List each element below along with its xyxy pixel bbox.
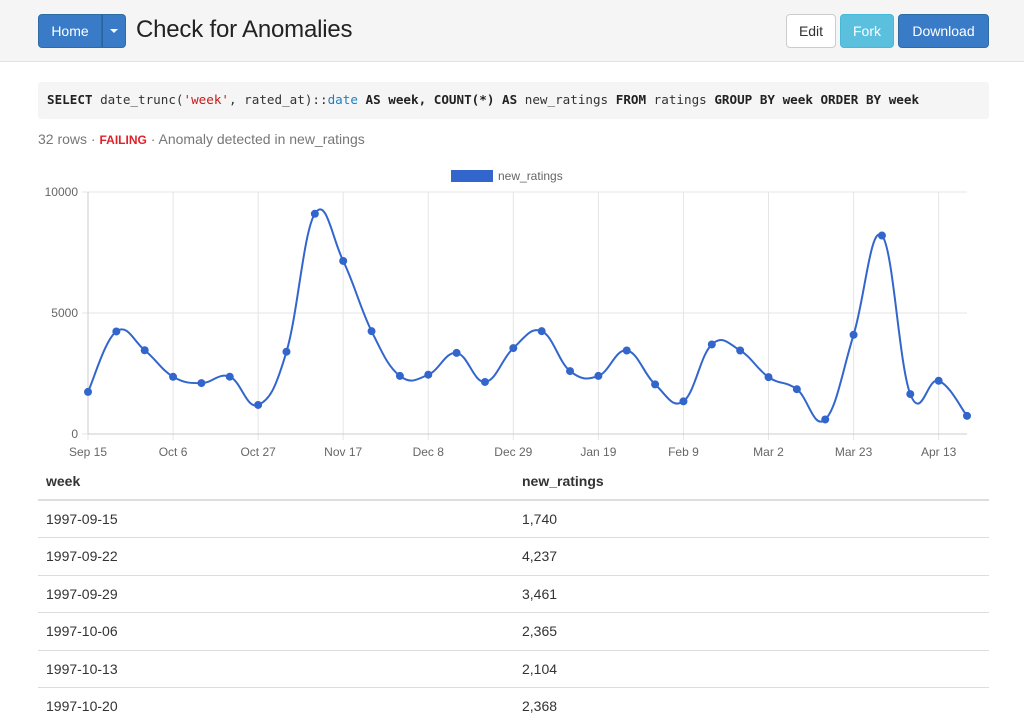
x-tick-label: Jan 19	[580, 445, 616, 459]
status-badge: FAILING	[99, 133, 147, 147]
data-point	[821, 415, 830, 424]
data-point	[452, 348, 461, 357]
data-point	[906, 390, 915, 399]
data-point	[707, 340, 716, 349]
data-point	[849, 330, 858, 339]
data-point	[509, 344, 518, 353]
x-tick-label: Mar 23	[835, 445, 873, 459]
sql-query: SELECT date_trunc('week', rated_at)::dat…	[38, 82, 989, 119]
cell-week: 1997-09-15	[38, 500, 514, 538]
table-row: 1997-10-20 2,368	[38, 687, 989, 722]
download-button[interactable]: Download	[898, 14, 989, 48]
data-point	[537, 327, 546, 336]
x-tick-label: Mar 2	[753, 445, 784, 459]
data-point	[566, 367, 575, 376]
line-chart: new_ratings 0 5000 10000 Sep 15 Oct 6 Oct 27 No…	[45, 169, 971, 459]
cell-new-ratings: 2,104	[514, 650, 989, 688]
cell-week: 1997-09-22	[38, 537, 514, 576]
table-row: 1997-09-22 4,237	[38, 537, 989, 576]
table-row: 1997-10-06 2,365	[38, 612, 989, 651]
x-tick-label: Feb 9	[668, 445, 699, 459]
home-button-group: Home	[38, 14, 126, 48]
column-header-week[interactable]: week	[38, 462, 514, 501]
data-point	[310, 209, 319, 218]
sql-text: new_ratings	[517, 92, 616, 107]
x-tick-label: Sep 15	[69, 445, 107, 459]
data-point	[622, 346, 631, 355]
data-point	[480, 377, 489, 386]
sql-text: date_trunc(	[92, 92, 184, 107]
sql-keyword: AS	[501, 92, 518, 107]
home-dropdown-toggle[interactable]	[102, 14, 126, 48]
separator: ·	[146, 131, 159, 147]
status-line: 32 rows · FAILING · Anomaly detected in …	[38, 131, 365, 147]
data-point	[679, 397, 688, 406]
data-point	[934, 376, 943, 385]
data-point	[424, 370, 433, 379]
y-tick-label: 5000	[51, 306, 78, 320]
sql-text: , rated_at)::	[229, 92, 328, 107]
table-row: 1997-09-15 1,740	[38, 500, 989, 538]
data-point	[84, 387, 92, 396]
data-point	[395, 371, 404, 380]
data-point	[282, 347, 291, 356]
cell-week: 1997-10-06	[38, 612, 514, 651]
page-title: Check for Anomalies	[136, 16, 353, 43]
cell-new-ratings: 4,237	[514, 537, 989, 576]
y-tick-label: 0	[71, 427, 78, 441]
data-point	[792, 385, 801, 394]
data-point	[112, 327, 121, 336]
table-row: 1997-09-29 3,461	[38, 575, 989, 613]
sql-type: date	[327, 92, 358, 107]
data-point	[963, 411, 971, 420]
column-header-new-ratings[interactable]: new_ratings	[514, 462, 989, 501]
sql-keyword: AS week, COUNT(*)	[357, 92, 502, 107]
legend-swatch	[451, 170, 493, 182]
x-tick-label: Oct 27	[240, 445, 276, 459]
x-tick-label: Oct 6	[159, 445, 188, 459]
cell-new-ratings: 2,368	[514, 687, 989, 722]
data-point	[736, 346, 745, 355]
results-table: week new_ratings 1997-09-15 1,740 1997-09-…	[38, 462, 989, 722]
data-point	[225, 372, 234, 381]
home-button[interactable]: Home	[38, 14, 102, 48]
table-row: 1997-10-13 2,104	[38, 650, 989, 688]
x-tick-label: Dec 8	[413, 445, 445, 459]
fork-button[interactable]: Fork	[840, 14, 894, 48]
x-tick-label: Dec 29	[494, 445, 532, 459]
y-tick-label: 10000	[45, 185, 79, 199]
cell-week: 1997-09-29	[38, 575, 514, 613]
data-point	[197, 379, 206, 388]
legend-label: new_ratings	[498, 169, 563, 183]
sql-text: ratings	[646, 92, 715, 107]
sql-keyword: GROUP BY week ORDER BY week	[714, 92, 920, 107]
data-point	[140, 346, 149, 355]
data-point	[169, 372, 178, 381]
cell-new-ratings: 3,461	[514, 575, 989, 613]
sql-keyword: FROM	[615, 92, 647, 107]
separator: ·	[87, 131, 100, 147]
data-point	[367, 327, 376, 336]
cell-week: 1997-10-20	[38, 687, 514, 722]
data-point	[651, 380, 660, 389]
data-point	[254, 400, 263, 409]
table-header-row: week new_ratings	[38, 462, 989, 501]
cell-new-ratings: 2,365	[514, 612, 989, 651]
edit-button[interactable]: Edit	[786, 14, 836, 48]
navbar: Home Check for Anomalies Edit Fork Downl…	[0, 0, 1024, 62]
anomaly-message: Anomaly detected in new_ratings	[158, 131, 365, 147]
sql-keyword: SELECT	[47, 92, 93, 107]
caret-down-icon	[110, 29, 118, 33]
data-point	[764, 373, 773, 382]
sql-string: 'week'	[183, 92, 230, 107]
x-tick-label: Apr 13	[921, 445, 957, 459]
series-line-new-ratings	[87, 208, 968, 423]
cell-new-ratings: 1,740	[514, 500, 989, 538]
cell-week: 1997-10-13	[38, 650, 514, 688]
row-count: 32 rows	[38, 131, 88, 147]
data-point	[594, 371, 603, 380]
data-point	[339, 256, 348, 265]
x-tick-label: Nov 17	[324, 445, 362, 459]
data-point	[877, 231, 886, 240]
